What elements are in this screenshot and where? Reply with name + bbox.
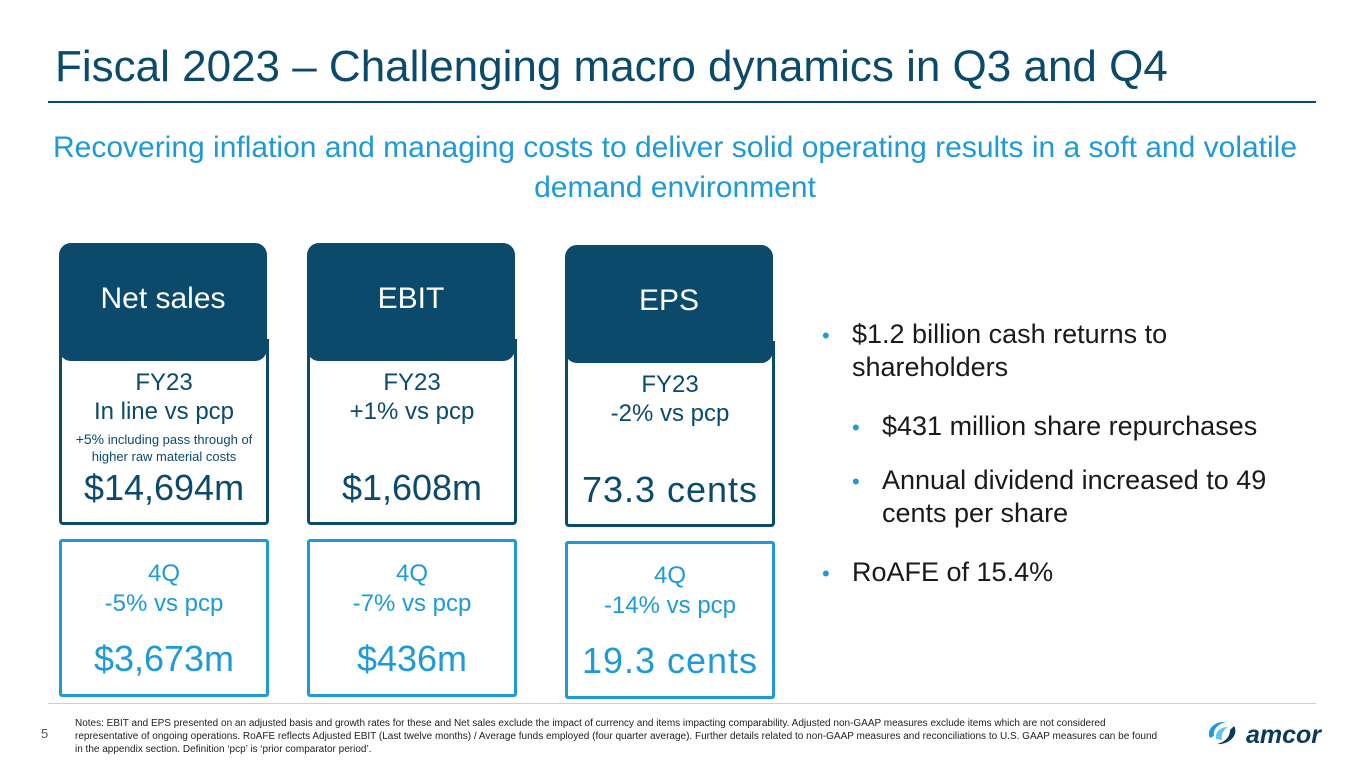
q-change: -7% vs pcp <box>352 590 472 617</box>
amcor-logo: amcor <box>1204 718 1324 752</box>
q-value: 19.3 cents <box>581 640 759 681</box>
kpi-header-eps: EPS <box>565 245 773 363</box>
footer-divider <box>48 703 1316 704</box>
bullet-dot-icon: • <box>852 469 860 494</box>
fy-label: FY23 <box>641 371 699 398</box>
fy-value: $14,694m <box>83 467 245 508</box>
bullet-dot-icon: • <box>852 415 860 440</box>
page-number: 5 <box>41 726 49 741</box>
bullet-item: • Annual dividend increased to 49 cents … <box>852 464 1282 530</box>
q-change: -14% vs pcp <box>603 592 737 619</box>
q-label: 4Q <box>147 560 180 587</box>
bullet-text: $1.2 billion cash returns to shareholder… <box>852 319 1168 382</box>
q-value: $436m <box>356 638 468 679</box>
kpi-q-box-ebit: 4Q -7% vs pcp $436m <box>307 539 517 697</box>
kpi-fy-box-ebit: FY23 +1% vs pcp $1,608m <box>307 339 517 525</box>
bullet-item: • $431 million share repurchases <box>852 410 1257 443</box>
q-value: $3,673m <box>93 638 235 679</box>
kpi-q-box-eps: 4Q -14% vs pcp 19.3 cents <box>565 541 775 699</box>
kpi-fy-box-net-sales: FY23 In line vs pcp +5% including pass t… <box>59 339 269 525</box>
q-label: 4Q <box>395 560 428 587</box>
fy-change: In line vs pcp <box>93 398 235 425</box>
logo-text: amcor <box>1246 720 1322 749</box>
fy-label: FY23 <box>383 369 441 396</box>
bullet-dot-icon: • <box>822 323 830 348</box>
amcor-swirl-icon <box>1204 718 1240 753</box>
fy-note-lead: +5% <box>75 431 105 447</box>
kpi-header-ebit: EBIT <box>307 243 515 361</box>
bullet-text: Annual dividend increased to 49 cents pe… <box>882 465 1267 528</box>
fy-value: $1,608m <box>341 467 483 508</box>
kpi-header-net-sales: Net sales <box>59 243 267 361</box>
q-change: -5% vs pcp <box>104 590 224 617</box>
bullet-text: $431 million share repurchases <box>882 411 1258 441</box>
bullet-dot-icon: • <box>822 561 830 586</box>
bullet-item: • RoAFE of 15.4% <box>822 556 1053 589</box>
fy-change: +1% vs pcp <box>349 398 475 425</box>
kpi-q-box-net-sales: 4Q -5% vs pcp $3,673m <box>59 539 269 697</box>
fy-note: +5% including pass through of higher raw… <box>62 431 266 465</box>
fy-note-rest: including pass through of higher raw mat… <box>91 432 253 464</box>
slide-title: Fiscal 2023 – Challenging macro dynamics… <box>55 42 1168 91</box>
footer-notes: Notes: EBIT and EPS presented on an adju… <box>75 718 1158 755</box>
fy-change: -2% vs pcp <box>610 400 730 427</box>
bullet-text: RoAFE of 15.4% <box>852 557 1054 587</box>
q-label: 4Q <box>653 562 686 589</box>
kpi-fy-box-eps: FY23 -2% vs pcp 73.3 cents <box>565 341 775 527</box>
bullet-item: • $1.2 billion cash returns to sharehold… <box>822 318 1232 384</box>
fy-value: 73.3 cents <box>581 469 759 510</box>
title-divider <box>48 101 1316 103</box>
fy-label: FY23 <box>135 369 193 396</box>
slide-subtitle: Recovering inflation and managing costs … <box>52 131 1298 204</box>
